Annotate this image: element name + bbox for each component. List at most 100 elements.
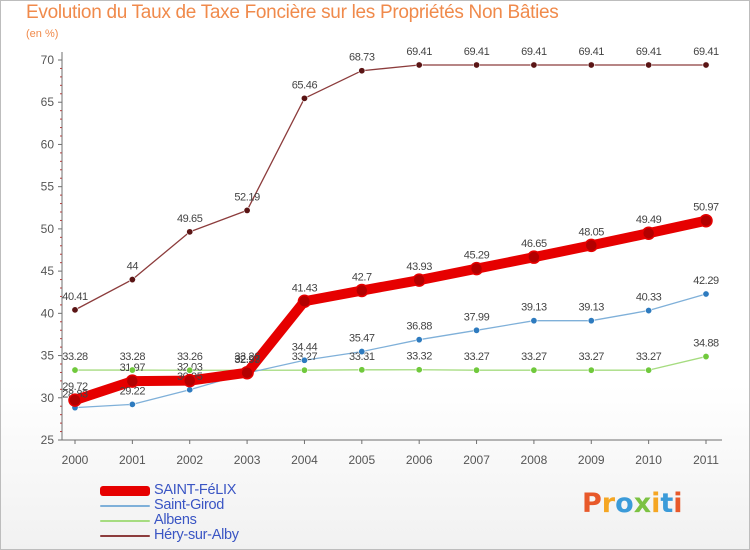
- data-label: 39.13: [579, 302, 605, 314]
- data-label: 69.41: [521, 46, 547, 58]
- logo-letter: t: [660, 488, 674, 519]
- data-point: [527, 250, 541, 264]
- y-tick-label: 35: [41, 349, 55, 363]
- y-tick-label: 40: [41, 306, 55, 320]
- data-label: 32.97: [234, 354, 260, 366]
- data-label: 44: [127, 261, 139, 273]
- data-point: [412, 273, 426, 287]
- x-tick-label: 2001: [119, 453, 146, 467]
- data-point: [587, 61, 595, 69]
- series-line-1: [74, 293, 707, 409]
- data-point: [186, 386, 194, 394]
- data-label: 41.43: [292, 282, 318, 294]
- y-tick-label: 55: [41, 180, 55, 194]
- chart-title: Evolution du Taux de Taxe Foncière sur l…: [26, 2, 559, 23]
- data-point: [699, 213, 713, 228]
- data-point: [300, 356, 308, 364]
- data-label: 33.27: [521, 351, 547, 363]
- data-label: 33.26: [234, 351, 260, 363]
- data-label: 35.47: [349, 333, 375, 345]
- axes: 25 30 35 40 45 50 55 60 65 70 2000 2001 2002 2003 2004…: [41, 52, 722, 467]
- legend-swatch: [100, 520, 150, 522]
- data-point: [473, 366, 481, 374]
- legend-label: Albens: [154, 512, 197, 528]
- data-label: 65.46: [292, 79, 318, 91]
- data-label: 69.41: [464, 46, 490, 58]
- logo-letter: P: [582, 488, 602, 519]
- data-point: [71, 306, 79, 314]
- legend-swatch: [100, 486, 150, 496]
- x-tick-label: 2002: [176, 453, 203, 467]
- data-label: 37.99: [464, 311, 490, 323]
- data-point: [68, 393, 82, 407]
- x-tick-label: 2008: [521, 453, 548, 467]
- data-label: 49.65: [177, 213, 203, 225]
- x-tick-label: 2004: [291, 453, 318, 467]
- x-tick-label: 2011: [693, 453, 719, 467]
- data-label: 46.65: [521, 238, 547, 250]
- series-line-0: [70, 215, 711, 406]
- data-point: [530, 61, 538, 69]
- data-point: [300, 94, 308, 102]
- data-point: [300, 366, 308, 374]
- data-point: [415, 61, 423, 69]
- data-point: [297, 294, 312, 309]
- data-label: 48.05: [579, 226, 605, 238]
- data-point: [702, 353, 710, 361]
- data-point: [645, 307, 653, 315]
- data-point: [128, 400, 136, 408]
- data-label: 33.26: [177, 351, 203, 363]
- data-label: 50.97: [693, 202, 719, 214]
- logo-letter: i: [651, 488, 661, 519]
- data-label: 69.41: [693, 46, 719, 58]
- logo-letter: x: [633, 488, 652, 519]
- data-point: [128, 366, 136, 374]
- data-label: 36.88: [406, 321, 432, 333]
- data-label: 33.27: [464, 351, 490, 363]
- data-label: 40.41: [62, 291, 88, 303]
- data-label: 34.88: [693, 338, 719, 350]
- data-label: 33.28: [120, 351, 146, 363]
- y-tick-label: 25: [41, 433, 55, 447]
- data-point: [182, 373, 197, 388]
- data-label: 39.13: [521, 302, 547, 314]
- data-point: [473, 326, 481, 334]
- data-point: [240, 365, 254, 380]
- x-tick-label: 2000: [62, 453, 89, 467]
- data-point: [125, 374, 140, 388]
- data-label: 42.29: [693, 275, 719, 287]
- series-labels: 40.41 44 49.65 52.19 65.46 68.73 69.41 69.41 69.…: [62, 46, 719, 401]
- data-point: [469, 261, 484, 276]
- data-point: [530, 317, 538, 325]
- x-tick-label: 2003: [234, 453, 261, 467]
- series-lines: [70, 64, 711, 409]
- data-point: [71, 366, 79, 374]
- y-tick-label: 50: [41, 222, 55, 236]
- data-point: [415, 366, 423, 374]
- data-point: [584, 238, 599, 253]
- data-point: [473, 61, 481, 69]
- data-label: 49.49: [636, 214, 662, 226]
- series-line-2: [74, 355, 707, 371]
- legend-label: SAINT-FéLIX: [154, 482, 237, 498]
- data-label: 43.93: [406, 261, 432, 273]
- logo-letter: r: [601, 488, 616, 519]
- data-point: [587, 366, 595, 374]
- data-point: [645, 61, 653, 69]
- data-point: [702, 61, 710, 69]
- data-label: 33.27: [636, 351, 662, 363]
- proxiti-logo: Proxiti: [582, 488, 683, 519]
- data-label: 34.44: [292, 341, 318, 353]
- data-label: 33.32: [406, 351, 432, 363]
- data-point: [186, 366, 194, 374]
- y-tick-label: 60: [41, 137, 55, 151]
- data-label: 45.29: [464, 250, 490, 262]
- x-tick-label: 2005: [348, 453, 375, 467]
- data-point: [243, 206, 251, 214]
- data-point: [645, 366, 653, 374]
- x-tick-label: 2006: [406, 453, 433, 467]
- data-label: 52.19: [234, 191, 260, 203]
- x-tick-label: 2010: [635, 453, 662, 467]
